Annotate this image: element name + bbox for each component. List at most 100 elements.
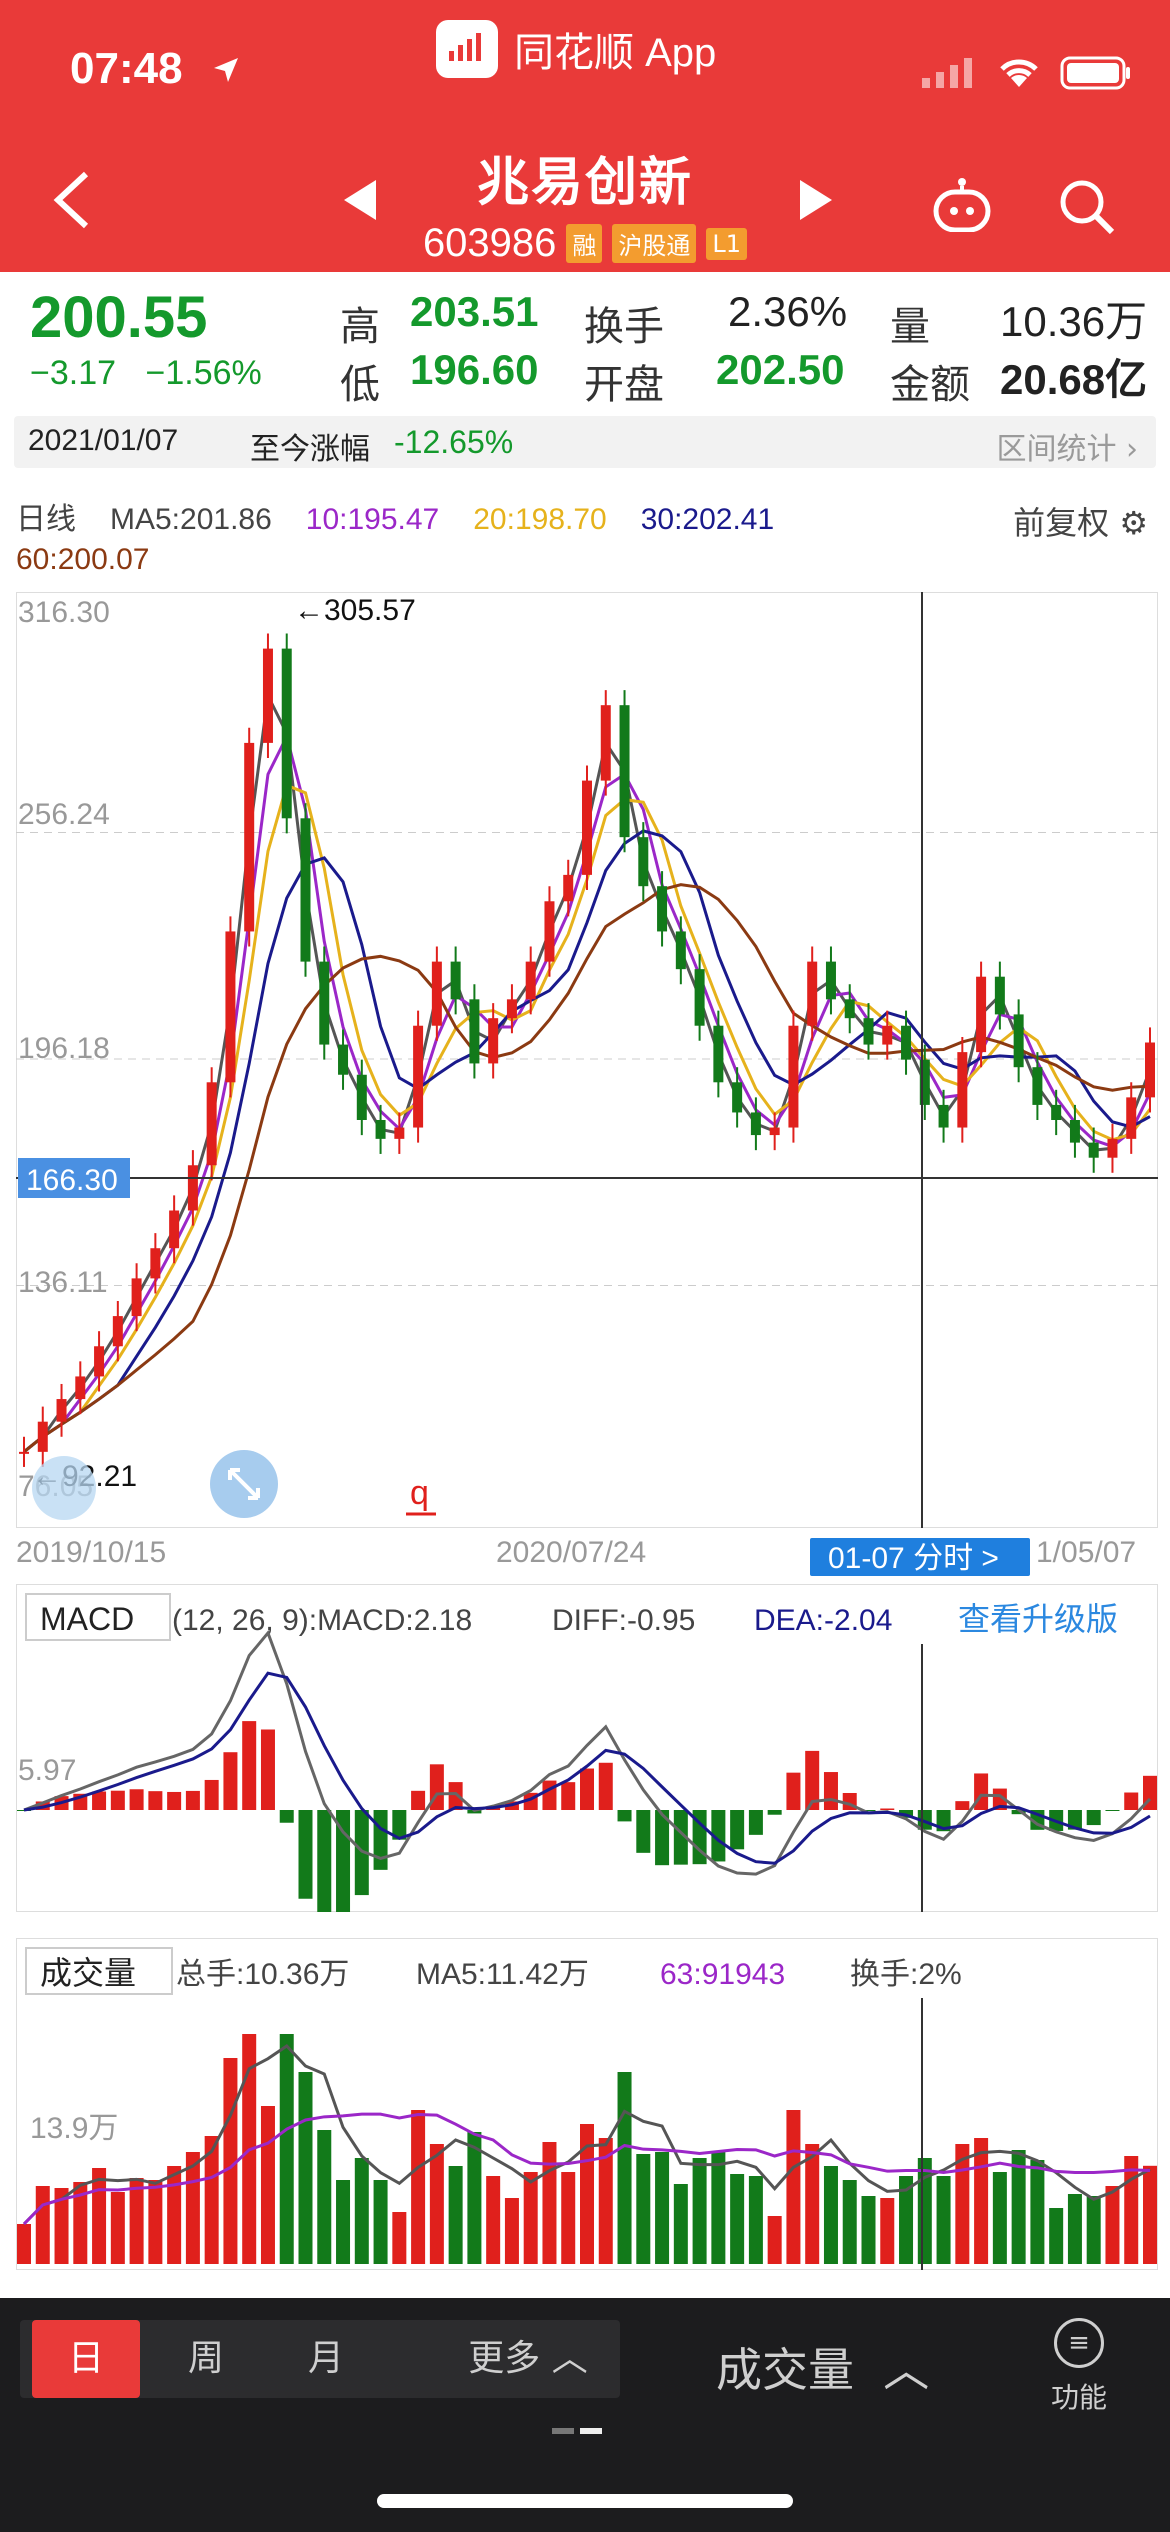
q-marker-icon: q <box>410 1474 429 1512</box>
macd-bar <box>110 1790 125 1810</box>
candle <box>506 999 517 1019</box>
macd-bar <box>542 1780 557 1810</box>
next-stock-icon[interactable] <box>800 180 832 220</box>
more-label: 更多 <box>468 2338 541 2379</box>
back-icon[interactable] <box>50 170 94 230</box>
candle <box>1051 1104 1062 1120</box>
macd-bar <box>767 1810 782 1815</box>
macd-diff: DIFF:-0.95 <box>552 1604 695 1637</box>
volume-bar <box>1086 2196 1101 2264</box>
macd-line <box>23 1671 1151 1865</box>
search-icon[interactable] <box>1058 178 1116 236</box>
volume-bar <box>523 2172 538 2264</box>
adjust-toggle[interactable]: 前复权 ⚙ <box>1013 498 1148 544</box>
candle <box>225 931 236 1083</box>
candle <box>713 1025 724 1083</box>
candle <box>1126 1097 1137 1139</box>
volume-bar <box>204 2136 219 2264</box>
function-button[interactable]: ≡ 功能 <box>1044 2318 1114 2416</box>
macd-bar <box>748 1810 763 1835</box>
volume-chart[interactable]: 成交量 总手:10.36万 MA5:11.42万 63:91943 换手:2% … <box>16 1938 1158 2270</box>
volume-bar <box>392 2212 407 2264</box>
range-stats-link[interactable]: 区间统计 › <box>996 424 1138 468</box>
volume-bar <box>561 2172 576 2264</box>
volume-bar <box>655 2152 670 2264</box>
macd-bar <box>1011 1810 1026 1815</box>
margin-tag: 融 <box>566 224 603 263</box>
macd-bar <box>598 1762 613 1810</box>
home-indicator <box>377 2494 793 2508</box>
x-label-mid: 2020/07/24 <box>496 1536 646 1569</box>
candle <box>1032 1067 1043 1105</box>
volume-bar <box>448 2166 463 2264</box>
macd-bar <box>617 1810 632 1822</box>
chevron-up-icon: ︿ <box>883 2343 930 2397</box>
amount-value: 20.68亿 <box>1000 356 1148 403</box>
kline-chart[interactable]: 166.30 316.30 256.24 196.18 136.11 76.05… <box>16 592 1158 1528</box>
volume-tab[interactable] <box>25 1947 173 1995</box>
candle <box>300 818 311 962</box>
macd-bar <box>167 1791 182 1810</box>
candle <box>657 886 668 932</box>
macd-bar <box>298 1810 313 1899</box>
candle <box>919 1059 930 1105</box>
chevron-up-icon: ︿ <box>551 2338 588 2379</box>
stock-name: 兆易创新 <box>476 153 693 213</box>
volume-bar <box>148 2180 163 2264</box>
candle <box>638 837 649 887</box>
candle <box>732 1082 743 1113</box>
ma-legend: 日线 MA5:201.86 10:195.47 20:198.70 30:202.41 6… <box>16 500 1156 580</box>
macd-dea: DEA:-2.04 <box>754 1604 892 1637</box>
volume-bar <box>411 2110 426 2264</box>
macd-bar <box>204 1779 219 1810</box>
macd-tab[interactable] <box>25 1593 171 1641</box>
candle <box>1088 1142 1099 1158</box>
candle <box>563 874 574 902</box>
upgrade-link[interactable]: 查看升级版 <box>958 1601 1118 1637</box>
volume-bar <box>823 2166 838 2264</box>
candle <box>957 1052 968 1128</box>
candle <box>94 1346 105 1377</box>
volume-bar <box>35 2186 50 2264</box>
robot-icon[interactable] <box>932 176 992 232</box>
volume-bar <box>786 2110 801 2264</box>
interval-bar[interactable]: 2021/01/07 至今涨幅 -12.65% 区间统计 › <box>14 416 1156 468</box>
y-tick-3: 196.18 <box>18 1032 110 1065</box>
candle <box>281 648 292 819</box>
volume-bar <box>805 2144 820 2264</box>
macd-chart[interactable]: MACD (12, 26, 9):MACD:2.18 DIFF:-0.95 DE… <box>16 1584 1158 1912</box>
tab-week[interactable]: 周 <box>187 2338 224 2379</box>
macd-line <box>23 1629 1152 1876</box>
indicator-selector[interactable]: 成交量 ︿ <box>716 2334 929 2400</box>
volume-axis-label: 13.9万 <box>30 2112 118 2145</box>
since-value: -12.65% <box>394 424 514 460</box>
high-label: 高 <box>340 304 380 350</box>
macd-bar <box>1067 1810 1082 1830</box>
intraday-button[interactable] <box>810 1538 1030 1576</box>
macd-bar <box>655 1810 670 1866</box>
candle <box>112 1316 123 1347</box>
volume-bar <box>880 2198 895 2264</box>
tab-month[interactable]: 月 <box>307 2338 344 2379</box>
zoom-dot-icon[interactable] <box>32 1456 96 1520</box>
prev-stock-icon[interactable] <box>344 180 376 220</box>
tab-more[interactable]: 更多 ︿ <box>448 2320 608 2398</box>
tab-day[interactable]: 日 <box>32 2320 140 2398</box>
volume-ma63: 63:91943 <box>660 1958 785 1991</box>
date-axis: 2019/10/15 2020/07/24 01-07 分时 > 1/05/07 <box>16 1536 1136 1576</box>
macd-bar <box>730 1810 745 1850</box>
app-header: 07:48 同花顺 App 兆易创新 603986 融 沪股通 L1 <box>0 0 1170 272</box>
volume-turnover: 换手:2% <box>850 1958 962 1991</box>
volume-bar <box>486 2176 501 2264</box>
app-switcher[interactable]: 同花顺 App <box>436 20 716 78</box>
candle <box>675 931 686 970</box>
macd-bar <box>185 1790 200 1810</box>
volume-bar <box>842 2180 857 2264</box>
chevron-right-icon: › <box>1126 432 1138 467</box>
candle <box>1145 1042 1155 1098</box>
volume-bar <box>373 2180 388 2264</box>
candle <box>844 999 855 1019</box>
volume-bar <box>1067 2194 1082 2264</box>
candle <box>582 780 592 875</box>
